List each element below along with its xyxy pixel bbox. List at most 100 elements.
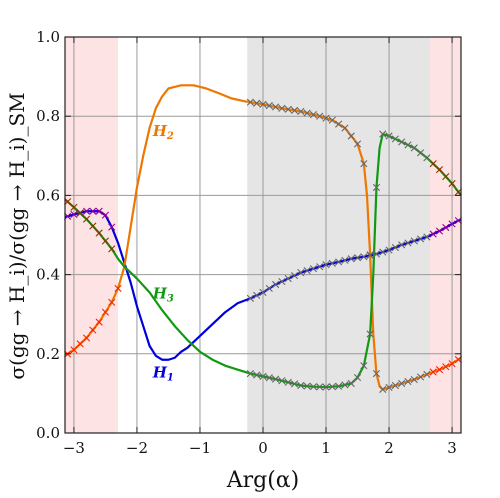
y-tick-labels: 0.0 0.2 0.4 0.6 0.8 1.0	[36, 28, 60, 442]
marker-h1	[328, 259, 336, 267]
marker-h1	[347, 255, 355, 263]
marker-h2	[429, 368, 437, 376]
marker-h3	[404, 141, 412, 149]
marker-h2	[404, 377, 412, 386]
marker-h1	[95, 207, 103, 215]
marker-h3	[95, 229, 103, 237]
marker-h3	[360, 362, 368, 370]
marker-h3	[246, 370, 254, 378]
series-annotations: H1 H2 H3	[152, 122, 174, 384]
marker-h1	[101, 211, 110, 219]
x-tick-labels: −3 −2 −1 0 1 2 3	[63, 439, 457, 457]
marker-h3	[70, 203, 78, 211]
marker-h2	[328, 116, 336, 124]
marker-h1	[448, 220, 456, 228]
x-tick-label: −3	[63, 439, 85, 457]
marker-h1	[353, 254, 362, 262]
marker-h3	[429, 160, 437, 168]
marker-h1	[360, 253, 368, 261]
marker-h2	[303, 109, 311, 117]
marker-h2	[278, 104, 286, 112]
marker-h2	[89, 326, 97, 334]
marker-h2	[391, 381, 399, 390]
marker-h2	[398, 379, 406, 388]
marker-h2	[272, 103, 280, 111]
marker-h2	[335, 120, 343, 128]
marker-h1	[410, 237, 418, 245]
marker-h2	[253, 99, 261, 107]
marker-h2	[360, 160, 368, 168]
marker-h2	[416, 373, 425, 381]
marker-h1	[391, 243, 399, 252]
marker-h1	[335, 258, 343, 266]
marker-h1	[246, 294, 254, 302]
marker-h1	[322, 261, 330, 269]
marker-h1	[253, 291, 261, 299]
marker-h1	[404, 239, 412, 247]
marker-h3	[303, 382, 311, 390]
marker-h2	[385, 383, 393, 392]
marker-h2	[309, 111, 318, 119]
marker-h1	[284, 274, 292, 283]
marker-h3	[297, 381, 305, 390]
marker-h2	[76, 340, 84, 348]
marker-h3	[284, 378, 292, 386]
shaded-region-1	[247, 37, 431, 433]
marker-h2	[322, 114, 330, 122]
marker-h1	[259, 288, 267, 297]
marker-h1	[278, 277, 286, 286]
marker-h2	[297, 107, 305, 116]
marker-h3	[89, 222, 97, 230]
marker-h2	[442, 363, 450, 371]
marker-h2	[108, 298, 116, 306]
marker-h3	[442, 173, 450, 181]
marker-h3	[385, 132, 393, 140]
marker-h2	[379, 385, 387, 394]
marker-h3	[316, 383, 324, 391]
marker-h1	[398, 241, 406, 249]
marker-h1	[70, 210, 78, 218]
marker-h2	[82, 334, 91, 342]
marker-h2	[372, 370, 381, 378]
marker-h3	[435, 166, 444, 174]
marker-h1	[435, 227, 444, 235]
marker-h2	[95, 318, 103, 326]
series-annotation-h2: H2	[152, 122, 174, 142]
marker-h3	[253, 371, 261, 379]
marker-h1	[297, 269, 305, 277]
marker-h3	[272, 375, 280, 383]
marker-h1	[442, 223, 450, 232]
marker-h3	[366, 330, 374, 338]
shaded-regions	[65, 37, 461, 433]
y-tick-label: 0.8	[36, 107, 60, 125]
marker-h1	[108, 223, 116, 231]
y-tick-label: 0.6	[36, 186, 60, 204]
x-tick-label: 0	[258, 439, 268, 457]
marker-h3	[347, 379, 355, 388]
marker-h1	[429, 230, 437, 238]
marker-h2	[114, 284, 122, 293]
marker-h3	[341, 381, 349, 389]
sample-markers	[64, 98, 462, 394]
marker-h2	[448, 360, 456, 368]
marker-h3	[278, 377, 286, 385]
x-tick-label: −2	[126, 439, 148, 457]
marker-h1	[416, 235, 425, 243]
marker-h1	[379, 248, 387, 256]
marker-h1	[89, 207, 97, 215]
marker-h2	[423, 370, 431, 378]
marker-h3	[265, 374, 273, 382]
marker-h3	[328, 383, 336, 391]
y-tick-label: 0.4	[36, 266, 60, 284]
marker-h3	[398, 138, 406, 146]
marker-h2	[101, 308, 110, 316]
marker-h1	[372, 250, 381, 258]
x-tick-label: −1	[189, 439, 211, 457]
shaded-region-0	[65, 37, 119, 433]
marker-h2	[316, 112, 324, 120]
marker-h1	[385, 246, 393, 254]
marker-h2	[246, 98, 254, 106]
marker-h2	[290, 106, 299, 114]
marker-h3	[322, 383, 330, 391]
